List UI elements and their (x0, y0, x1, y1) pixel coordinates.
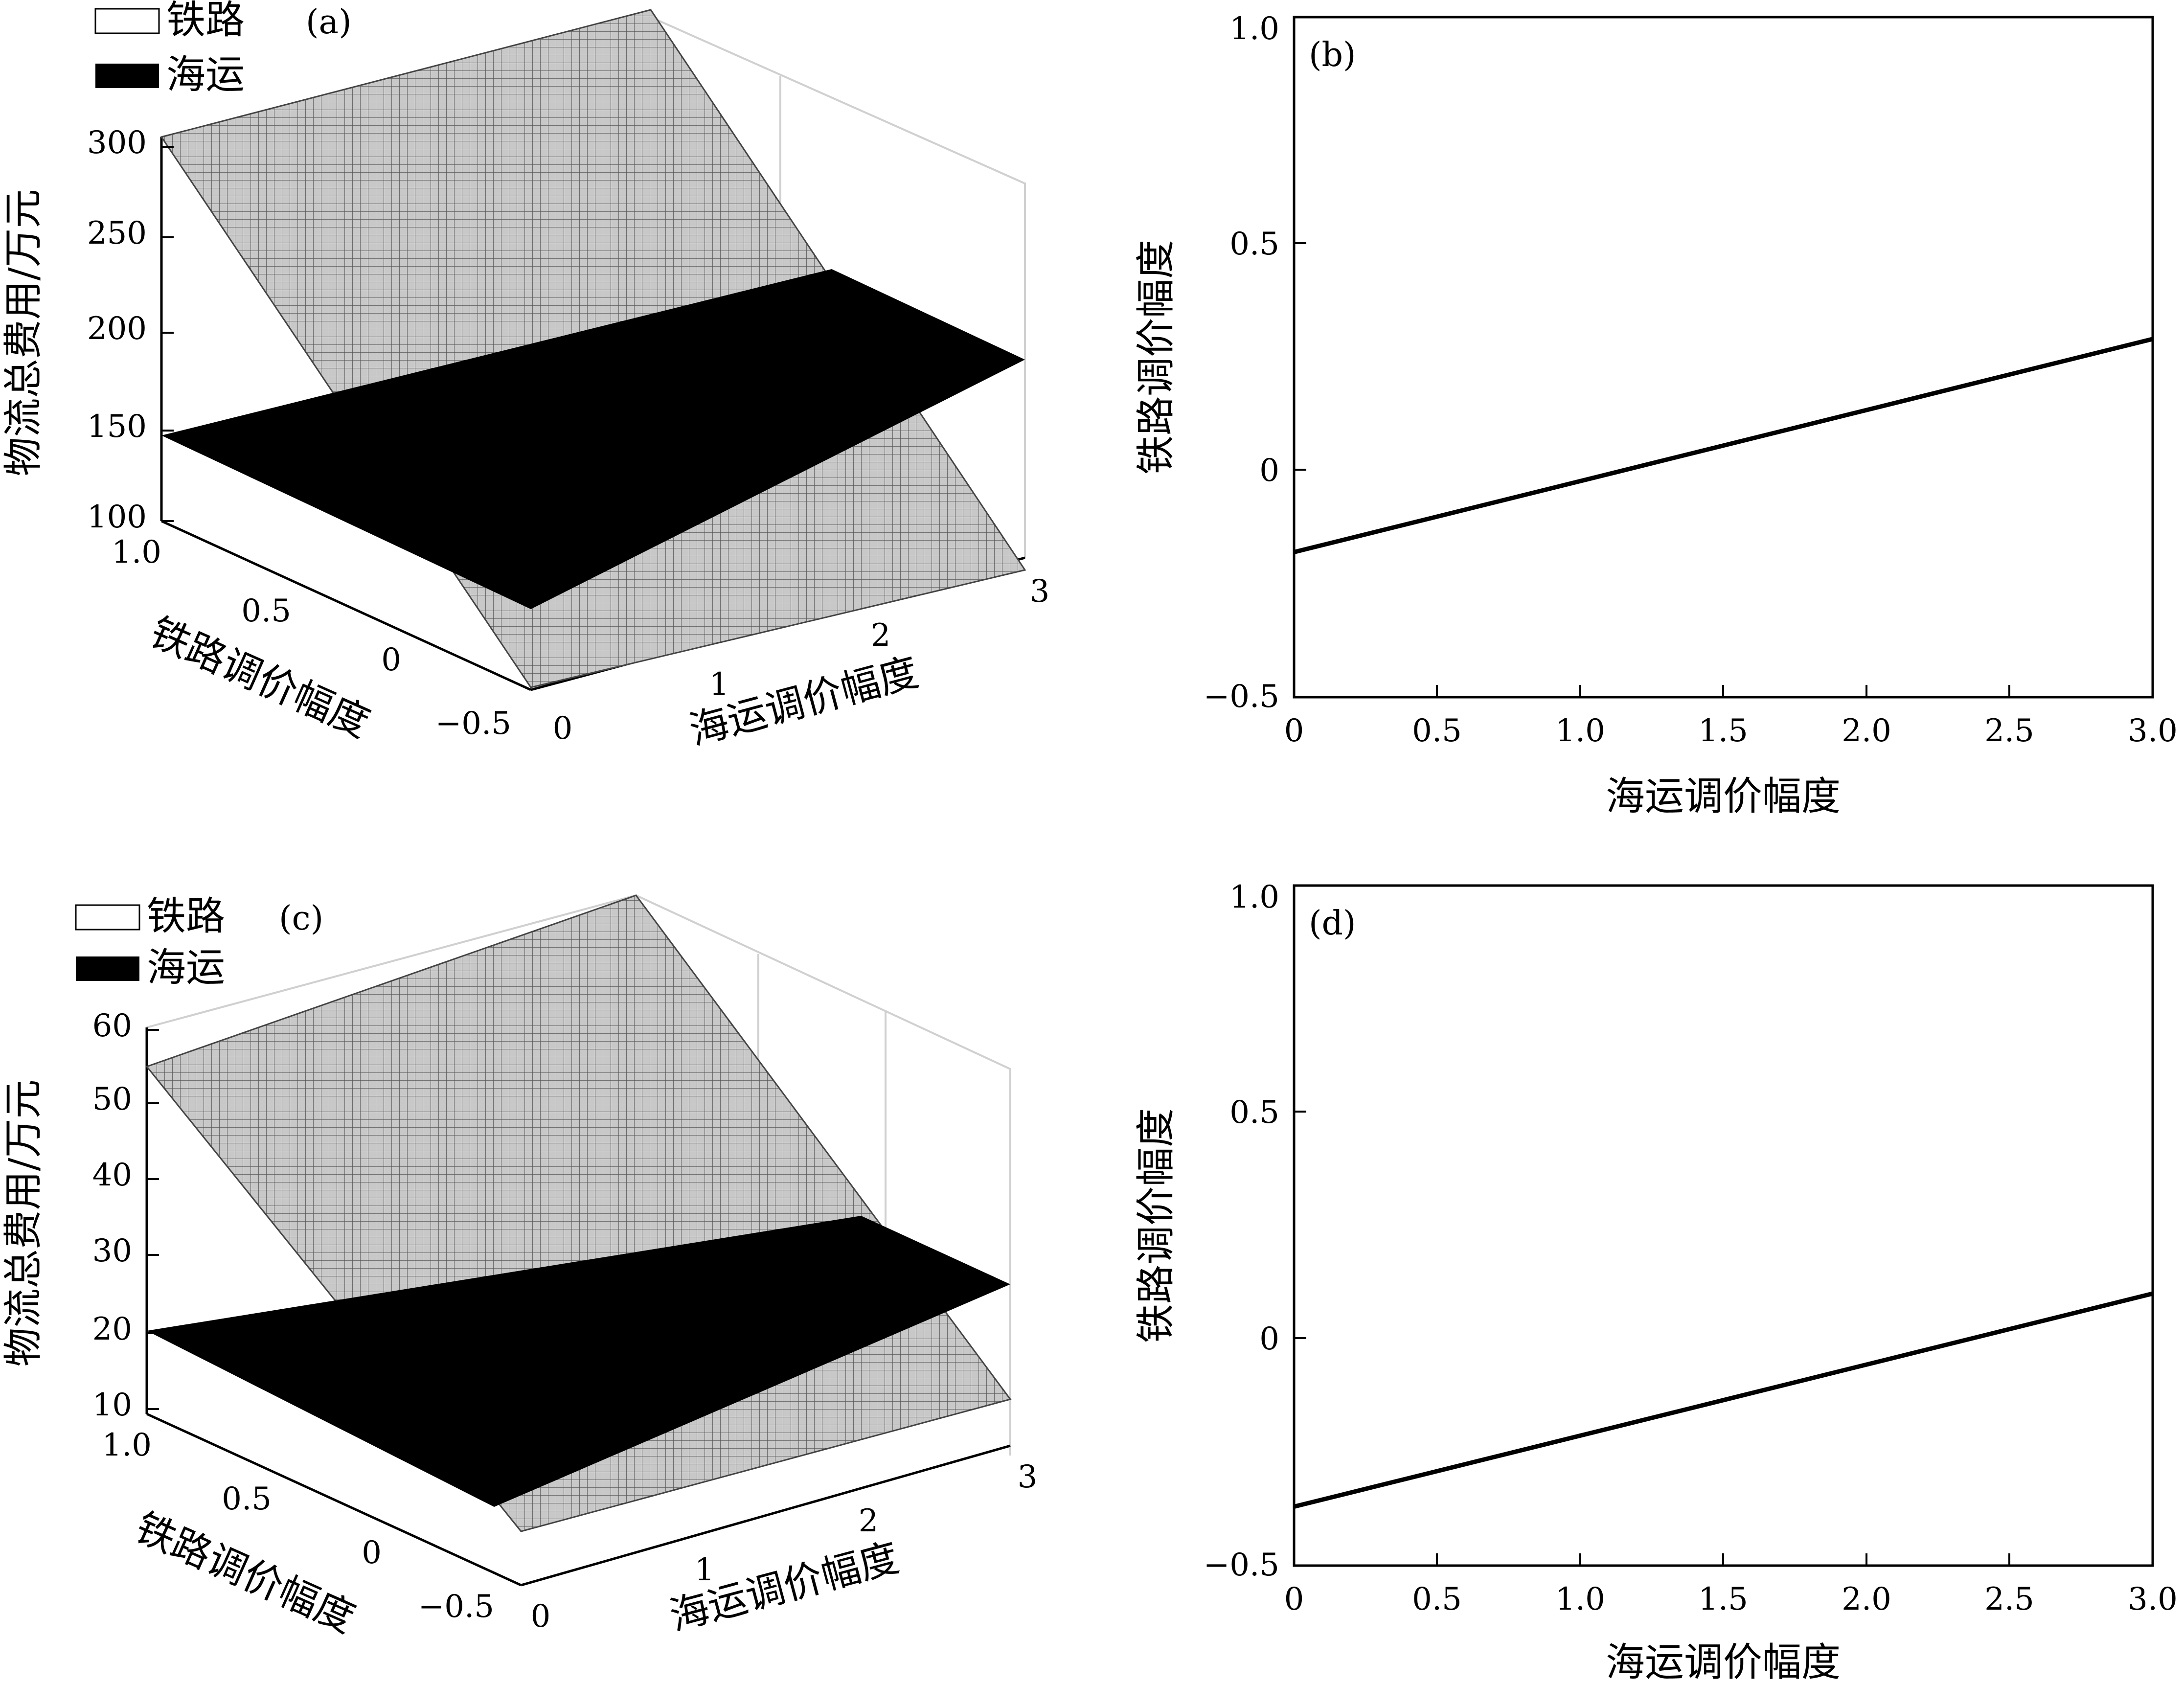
panel-b-line (1293, 337, 2154, 554)
panel-c-y-ticks: 1.0 0.5 0 −0.5 (102, 1427, 494, 1625)
panel-d-label: (d) (1309, 904, 1356, 943)
panel-c-z-ticks: 10 20 30 40 50 60 (92, 1008, 159, 1423)
panel-b-y-ticks: −0.5 0 0.5 1.0 (1204, 11, 1279, 715)
panel-d-x-ticks: 0 0.5 1.0 1.5 2.0 2.5 3.0 (1284, 1581, 2178, 1617)
panel-a-legend-rail: 铁路 (166, 0, 245, 43)
panel-a-y-tick: −0.5 (435, 705, 511, 742)
panel-a-sea-surface (161, 269, 1025, 609)
panel-d-x-tick: 2.0 (1842, 1581, 1891, 1617)
panel-b-x-tick: 0 (1284, 713, 1304, 749)
panel-c-y-label: 铁路调价幅度 (129, 1504, 362, 1641)
panel-c-z-tick: 50 (92, 1081, 132, 1117)
panel-d-y-label: 铁路调价幅度 (1133, 1108, 1179, 1343)
panel-c-x-ticks: 0 1 2 3 (531, 1459, 1038, 1635)
panel-a-y-ticks: 1.0 0.5 0 −0.5 (112, 534, 511, 742)
panel-d-x-label: 海运调价幅度 (1606, 1639, 1841, 1684)
panel-c-x-label: 海运调价幅度 (665, 1534, 904, 1639)
panel-c-y-tick: 1.0 (102, 1427, 152, 1463)
panel-d-y-ticks: −0.5 0 0.5 1.0 (1204, 879, 1279, 1583)
panel-c-x-tick: 3 (1018, 1459, 1038, 1495)
panel-c: 10 20 30 40 50 60 1.0 0.5 0 −0.5 0 1 2 3… (0, 893, 1037, 1641)
panel-d: −0.5 0 0.5 1.0 0 0.5 1.0 1.5 2.0 2.5 3.0… (1133, 879, 2178, 1684)
panel-a-x-ticks: 0 1 2 3 (553, 573, 1050, 747)
panel-d-x-tick: 0.5 (1412, 1581, 1462, 1617)
panel-b-x-label: 海运调价幅度 (1606, 774, 1841, 819)
panel-d-ticks (1294, 1111, 2010, 1566)
panel-a-legend-sea-swatch (95, 64, 159, 88)
panel-a-z-tick: 100 (87, 499, 147, 535)
panel-b: −0.5 0 0.5 1.0 0 0.5 1.0 1.5 2.0 2.5 3.0… (1133, 11, 2178, 819)
panel-a-x-tick: 2 (871, 617, 891, 654)
panel-b-y-tick: −0.5 (1204, 679, 1279, 715)
panel-b-frame (1293, 16, 2154, 699)
panel-c-y-tick: −0.5 (418, 1589, 494, 1625)
panel-c-x-tick: 2 (859, 1503, 879, 1539)
panel-d-y-tick: −0.5 (1204, 1547, 1279, 1583)
panel-b-x-tick: 1.5 (1698, 713, 1748, 749)
panel-c-sea-surface (147, 1216, 1010, 1507)
panel-b-y-tick: 1.0 (1229, 11, 1279, 47)
panel-c-y-tick: 0 (362, 1535, 382, 1571)
panel-d-line (1293, 1291, 2154, 1509)
panel-b-y-label: 铁路调价幅度 (1133, 240, 1179, 475)
panel-d-y-tick: 0 (1259, 1321, 1279, 1357)
panel-c-z-tick: 20 (92, 1311, 132, 1347)
panel-c-z-tick: 10 (92, 1387, 132, 1423)
panel-b-x-tick: 2.0 (1842, 713, 1891, 749)
panel-c-legend-sea-swatch (76, 956, 139, 981)
panel-d-x-tick: 1.0 (1555, 1581, 1605, 1617)
panel-a-z-tick: 250 (87, 215, 147, 251)
panel-a-x-tick: 1 (709, 666, 729, 703)
panel-d-x-tick: 0 (1284, 1581, 1304, 1617)
panel-c-x-tick: 1 (695, 1552, 715, 1588)
panel-c-legend-rail: 铁路 (147, 893, 225, 939)
panel-c-z-tick: 40 (92, 1157, 132, 1193)
panel-a-y-tick: 0 (381, 642, 401, 678)
panel-b-label: (b) (1309, 36, 1356, 74)
panel-a-z-tick: 300 (87, 125, 147, 161)
panel-d-y-tick: 0.5 (1229, 1094, 1279, 1131)
panel-a-x-label: 海运调价幅度 (684, 649, 923, 753)
panel-c-label: (c) (279, 899, 323, 938)
panel-a-z-ticks: 100 150 200 250 300 (87, 125, 174, 535)
panel-c-z-tick: 60 (92, 1008, 132, 1044)
panel-b-x-tick: 2.5 (1984, 713, 2034, 749)
panel-b-x-tick: 0.5 (1412, 713, 1462, 749)
panel-c-y-tick: 0.5 (222, 1481, 272, 1517)
panel-a: 100 150 200 250 300 1.0 0.5 0 −0.5 0 1 2… (0, 0, 1049, 753)
panel-a-y-tick: 0.5 (241, 593, 291, 629)
panel-c-legend-rail-swatch (75, 904, 140, 931)
panel-c-x-tick: 0 (531, 1598, 551, 1635)
panel-b-x-tick: 3.0 (2128, 713, 2178, 749)
panel-b-y-tick: 0 (1259, 453, 1279, 489)
panel-a-z-tick: 200 (87, 311, 147, 347)
panel-b-y-tick: 0.5 (1229, 226, 1279, 262)
panel-a-z-label: 物流总费用/万元 (0, 189, 46, 477)
panel-d-x-tick: 1.5 (1698, 1581, 1748, 1617)
panel-c-legend-sea: 海运 (147, 945, 225, 990)
panel-a-y-label: 铁路调价幅度 (143, 609, 376, 746)
panel-a-x-tick: 3 (1030, 573, 1050, 610)
panel-d-x-tick: 2.5 (1984, 1581, 2034, 1617)
panel-a-legend: 铁路 海运 (94, 0, 245, 97)
panel-a-legend-sea: 海运 (166, 52, 245, 97)
panel-d-frame (1293, 884, 2154, 1567)
panel-c-legend: 铁路 海运 (75, 893, 225, 990)
panel-b-x-ticks: 0 0.5 1.0 1.5 2.0 2.5 3.0 (1284, 713, 2178, 749)
panel-c-axes (145, 1027, 1011, 1587)
panel-a-x-tick: 0 (553, 710, 573, 747)
panel-a-y-tick: 1.0 (112, 534, 161, 570)
panel-d-x-tick: 3.0 (2128, 1581, 2178, 1617)
panel-d-y-tick: 1.0 (1229, 879, 1279, 915)
panel-b-ticks (1294, 242, 2010, 697)
panel-c-z-label: 物流总费用/万元 (0, 1080, 46, 1367)
panel-c-z-tick: 30 (92, 1233, 132, 1269)
panel-b-x-tick: 1.0 (1555, 713, 1605, 749)
panel-a-z-tick: 150 (87, 409, 147, 445)
panel-a-legend-rail-swatch (94, 8, 160, 34)
panel-a-label: (a) (306, 3, 352, 42)
